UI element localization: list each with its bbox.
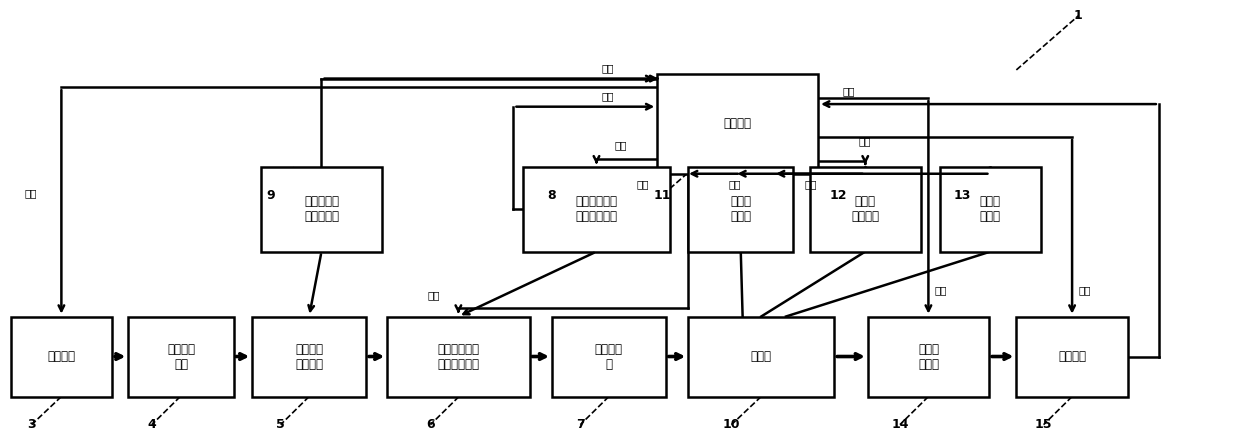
Bar — [1017, 316, 1128, 397]
Text: 反应腔: 反应腔 — [750, 350, 771, 363]
Text: 供气装置: 供气装置 — [1058, 350, 1086, 363]
Text: 控制: 控制 — [428, 290, 440, 300]
Bar — [128, 316, 233, 397]
Text: 8: 8 — [548, 189, 557, 202]
Text: 反馈: 反馈 — [601, 63, 614, 73]
Text: 15: 15 — [1035, 418, 1053, 431]
Text: 控制: 控制 — [859, 136, 872, 146]
Bar — [688, 316, 835, 397]
Bar — [940, 167, 1042, 252]
Text: 4: 4 — [148, 418, 156, 431]
Text: 模式转换
器: 模式转换 器 — [595, 342, 622, 371]
Text: 反馈: 反馈 — [728, 180, 740, 190]
Text: 反射微波调节
装置（末段）: 反射微波调节 装置（末段） — [575, 195, 618, 224]
Text: 反馈: 反馈 — [636, 180, 649, 190]
Bar — [552, 316, 666, 397]
Text: 微波发生
装置: 微波发生 装置 — [167, 342, 195, 371]
Text: 微波传输
导向器件: 微波传输 导向器件 — [295, 342, 324, 371]
Text: 控制: 控制 — [1079, 286, 1091, 296]
Bar — [260, 167, 382, 252]
Text: 反射微波调节
装置（中段）: 反射微波调节 装置（中段） — [438, 342, 480, 371]
Text: 反馈: 反馈 — [804, 180, 816, 190]
Text: 微波电源: 微波电源 — [47, 350, 76, 363]
Bar — [657, 74, 818, 174]
Text: 6: 6 — [427, 418, 435, 431]
Bar — [868, 316, 990, 397]
Text: 气压控
制装置: 气压控 制装置 — [918, 342, 939, 371]
Text: 12: 12 — [830, 189, 847, 202]
Text: 控制中心: 控制中心 — [724, 118, 751, 131]
Text: 7: 7 — [577, 418, 585, 431]
Text: 10: 10 — [723, 418, 740, 431]
Text: 反馈: 反馈 — [601, 91, 614, 101]
Text: 11: 11 — [653, 189, 671, 202]
Bar — [387, 316, 529, 397]
Text: 14: 14 — [892, 418, 909, 431]
Text: 控制: 控制 — [935, 286, 947, 296]
Text: 反射微波测
量吸收器件: 反射微波测 量吸收器件 — [304, 195, 339, 224]
Bar — [523, 167, 670, 252]
Text: 控制: 控制 — [24, 188, 37, 198]
Text: 1: 1 — [1074, 10, 1083, 22]
Bar — [688, 167, 794, 252]
Bar — [810, 167, 921, 252]
Text: 反馈: 反馈 — [843, 86, 856, 96]
Text: 3: 3 — [27, 418, 36, 431]
Text: 5: 5 — [277, 418, 285, 431]
Text: 温度测
量装置: 温度测 量装置 — [730, 195, 751, 224]
Bar — [252, 316, 366, 397]
Text: 真空获
取装置: 真空获 取装置 — [980, 195, 1001, 224]
Text: 9: 9 — [267, 189, 275, 202]
Text: 控制: 控制 — [615, 141, 627, 151]
Text: 13: 13 — [954, 189, 971, 202]
Text: 真空度
测量装置: 真空度 测量装置 — [851, 195, 879, 224]
Bar — [11, 316, 112, 397]
